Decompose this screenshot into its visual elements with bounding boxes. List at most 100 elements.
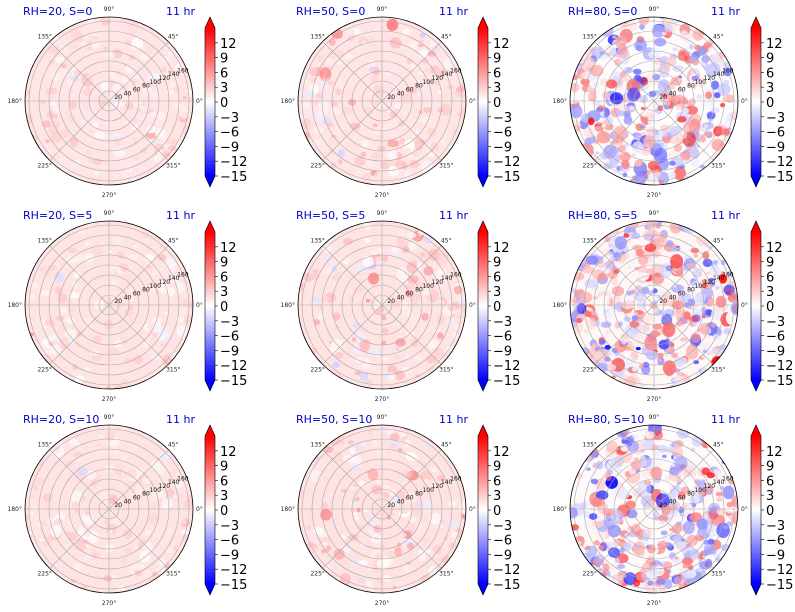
heatmap-cell	[318, 529, 327, 538]
radial-tick-label: 160	[722, 271, 734, 278]
heatmap-cell	[97, 92, 107, 103]
heatmap-cell	[128, 54, 136, 61]
heatmap-cell	[443, 57, 456, 69]
heatmap-cell	[384, 17, 393, 21]
radial-tick-label: 60	[406, 291, 414, 298]
heatmap-cell	[598, 339, 606, 345]
heatmap-cell	[39, 538, 45, 542]
heatmap-cell	[593, 540, 600, 546]
heatmap-cell	[645, 558, 655, 564]
heatmap-cell	[705, 91, 712, 100]
heatmap-cell	[694, 44, 701, 51]
heatmap-cell	[674, 556, 679, 560]
heatmap-cell	[394, 515, 401, 522]
radial-tick-label: 80	[415, 83, 423, 90]
heatmap-cell	[170, 267, 176, 273]
heatmap-cell	[687, 298, 696, 307]
angular-gridline	[381, 449, 442, 510]
angle-tick-label: 90°	[104, 414, 115, 421]
colorbar-tick-label: −12	[220, 563, 247, 578]
colorbar-tick-label: 3	[766, 489, 774, 504]
panel-title: RH=50, S=10	[296, 413, 372, 426]
polar-spine	[297, 424, 467, 594]
panel-title: RH=20, S=10	[23, 413, 99, 426]
colorbar-extend-min	[751, 380, 761, 391]
heatmap-cell	[395, 337, 406, 347]
heatmap-cell	[706, 271, 711, 275]
colorbar-extend-max	[478, 17, 488, 28]
heatmap-cell	[119, 333, 130, 341]
colorbar-tick-label: −3	[220, 111, 239, 126]
heatmap-cell	[711, 282, 716, 286]
angle-tick-label: 135°	[37, 238, 51, 245]
angle-tick-label: 90°	[377, 210, 388, 217]
heatmap-cell	[723, 67, 732, 77]
heatmap-cell	[633, 579, 640, 587]
heatmap-cell	[570, 93, 579, 105]
radial-tick-label: 40	[397, 294, 405, 301]
heatmap-cell	[705, 547, 717, 555]
heatmap-cell	[689, 44, 694, 50]
heatmap-cell	[166, 488, 175, 498]
heatmap-cell	[620, 443, 629, 452]
heatmap-cell	[394, 159, 406, 169]
heatmap-cell	[98, 350, 111, 364]
radial-tick-label: 120	[704, 75, 716, 82]
angular-gridline	[49, 508, 110, 569]
heatmap-cell	[157, 112, 166, 121]
heatmap-cell	[105, 448, 114, 457]
heatmap-cell	[668, 170, 676, 179]
heatmap-cell	[447, 542, 457, 550]
heatmap-cell	[607, 524, 621, 538]
angular-gridline	[653, 304, 714, 365]
heatmap-cell	[701, 136, 707, 143]
heatmap-cell	[680, 30, 688, 37]
heatmap-cell	[368, 585, 375, 592]
heatmap-cell	[393, 300, 401, 308]
heatmap-cell	[182, 299, 192, 307]
heatmap-cell	[63, 283, 73, 292]
radial-tick-label: 20	[114, 298, 122, 305]
heatmap-cell	[650, 330, 661, 338]
colorbar-tick-label: −6	[766, 330, 785, 345]
heatmap-cell	[332, 450, 344, 463]
heatmap-cell	[383, 141, 389, 148]
heatmap-cell	[579, 291, 593, 304]
colorbar-tick-label: −3	[766, 315, 785, 330]
colorbar-tick-label: 6	[766, 270, 774, 285]
heatmap-cell	[654, 171, 661, 178]
heatmap-cell	[623, 233, 630, 238]
heatmap-cell	[448, 500, 457, 507]
heatmap-cell	[711, 138, 724, 152]
heatmap-cell	[354, 357, 364, 363]
heatmap-cell	[83, 445, 89, 450]
colorbar-gradient	[205, 436, 215, 584]
heatmap-cell	[710, 348, 724, 357]
heatmap-cell	[592, 296, 598, 300]
angle-tick-label: 180°	[281, 98, 295, 105]
heatmap-cell	[723, 327, 732, 336]
heatmap-cell	[414, 523, 425, 536]
heatmap-cell	[720, 102, 726, 108]
heatmap-cell	[586, 467, 591, 471]
heatmap-cell	[652, 429, 663, 441]
colorbar-tick-label: −9	[220, 140, 239, 155]
heatmap-cell	[67, 247, 77, 254]
heatmap-cell	[387, 149, 398, 161]
colorbar-extend-max	[751, 221, 761, 232]
heatmap-cell	[326, 536, 333, 544]
colorbar-tick-label: −3	[493, 315, 512, 330]
angle-tick-label: 180°	[8, 302, 22, 309]
heatmap-cell	[415, 571, 420, 575]
heatmap-cell	[417, 312, 422, 317]
heatmap-cell	[31, 315, 38, 320]
heatmap-cell	[84, 515, 94, 526]
radial-tick-label: 20	[659, 298, 667, 305]
heatmap-cell	[611, 286, 625, 297]
heatmap-cell	[687, 489, 693, 495]
colorbar-tick-label: −9	[220, 344, 239, 359]
heatmap-cell	[435, 298, 445, 308]
heatmap-cell	[647, 111, 660, 126]
colorbar-tick-label: −9	[766, 548, 785, 563]
